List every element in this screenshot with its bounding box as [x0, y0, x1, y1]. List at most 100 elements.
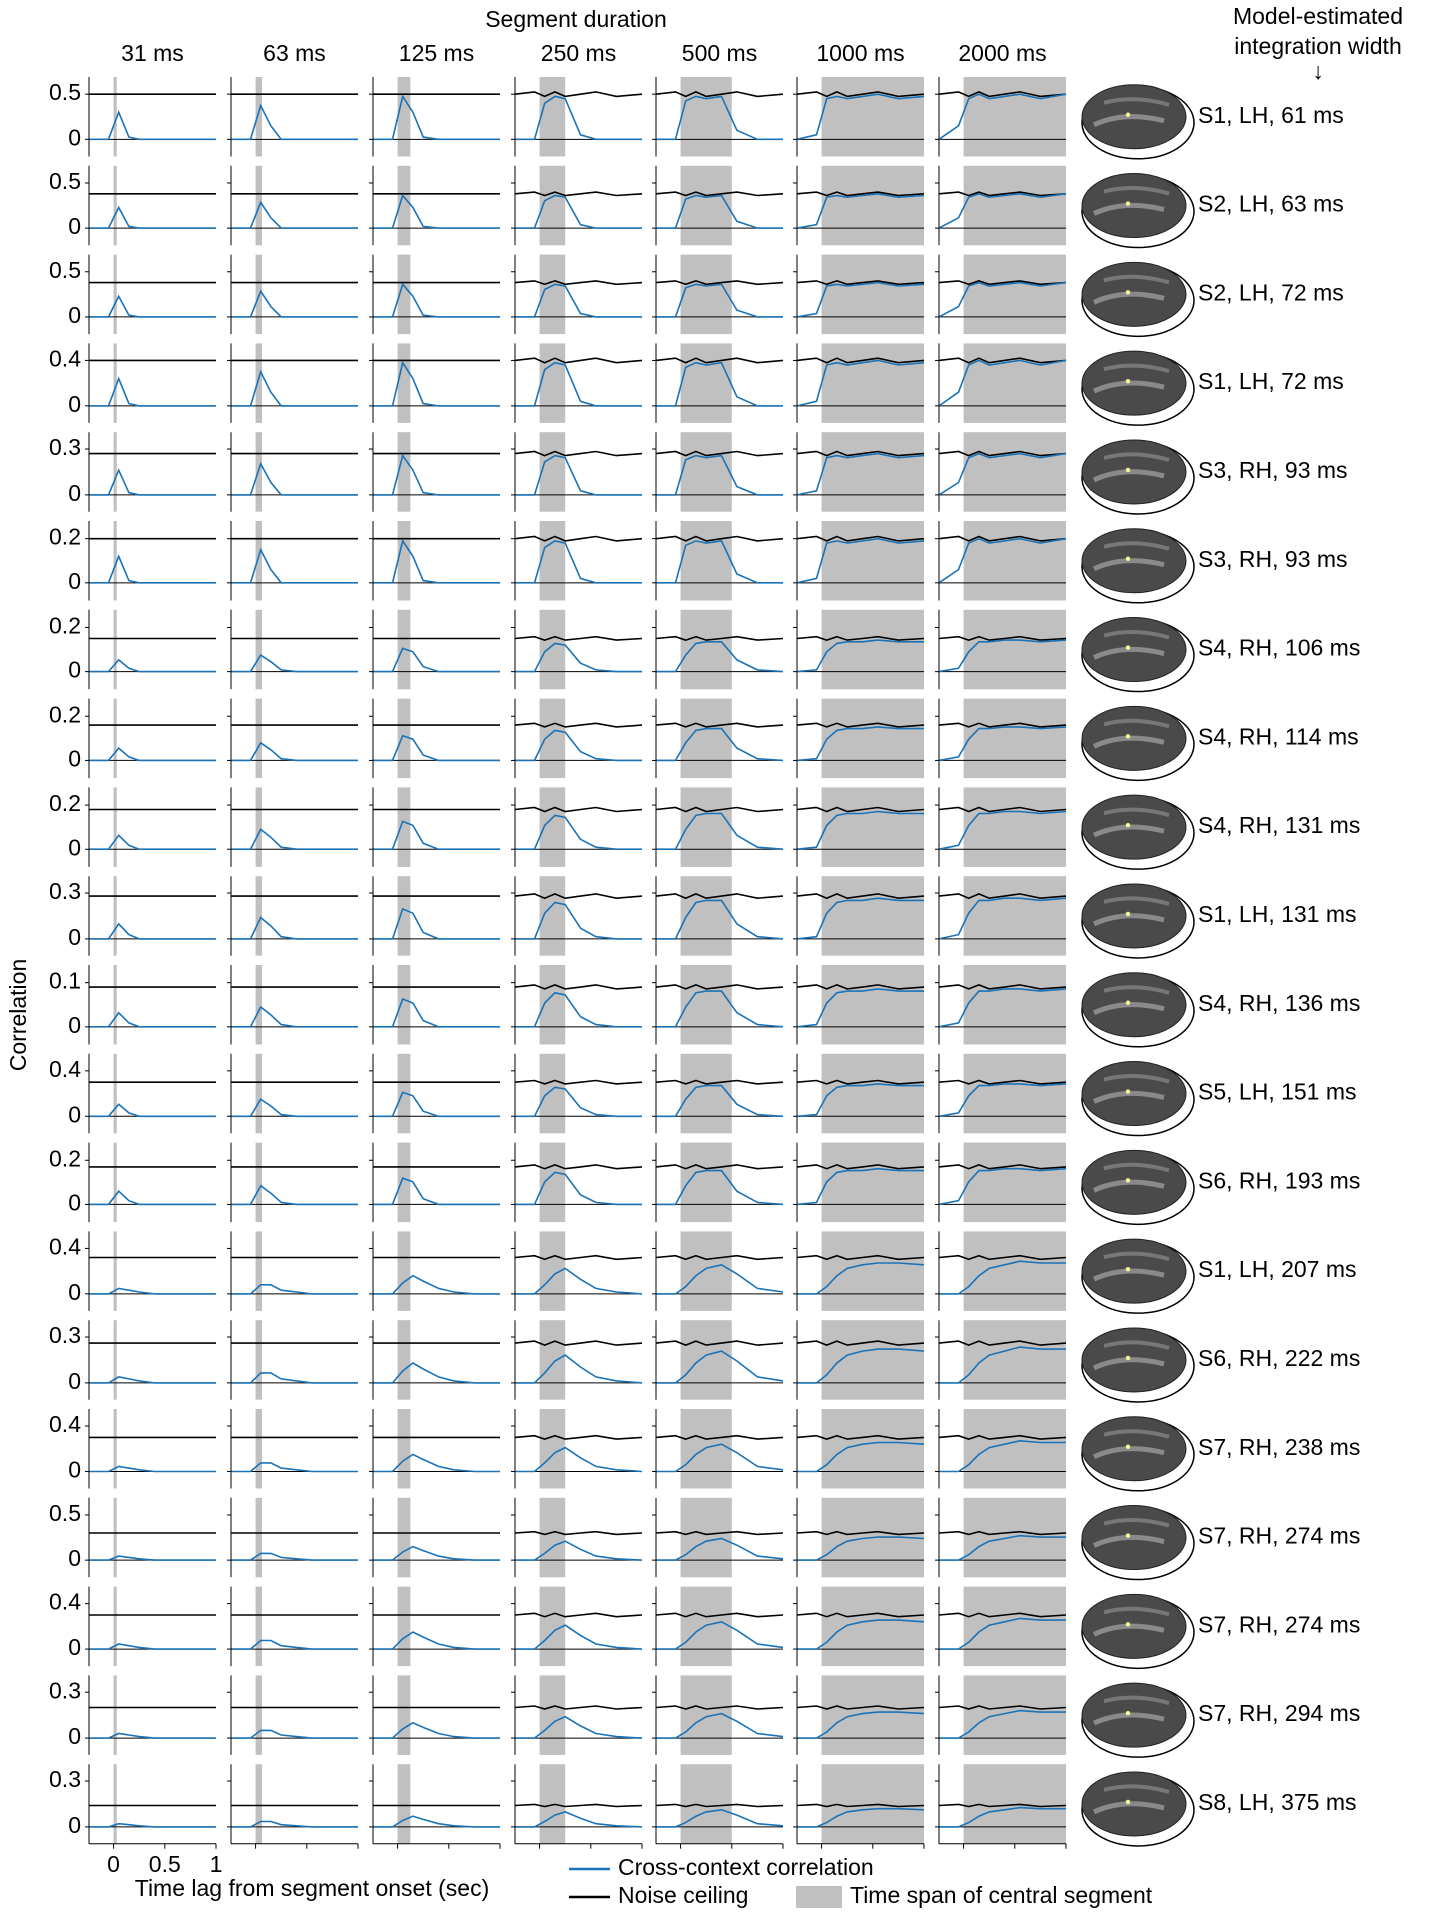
y-tick-label: 0.1 — [49, 968, 81, 994]
right-header-line: Model-estimated — [1233, 3, 1403, 29]
noise-ceiling-line — [514, 893, 643, 900]
cross-context-line — [656, 727, 784, 762]
cross-context-line — [656, 361, 783, 407]
figure-title: Segment duration — [485, 6, 667, 32]
segment-span — [680, 254, 732, 335]
noise-ceiling-line — [514, 1340, 643, 1346]
segment-span — [821, 698, 924, 779]
y-tick-label: 0 — [68, 1545, 81, 1571]
y-tick-label: 0.4 — [49, 1056, 81, 1082]
cross-context-line — [938, 810, 1067, 850]
noise-ceiling-line — [938, 984, 1067, 990]
segment-span — [397, 1409, 411, 1489]
brain-sulcus — [1092, 824, 1165, 838]
brain-sulcus — [1092, 469, 1165, 483]
column-title: 2000 ms — [958, 40, 1046, 66]
segment-span — [113, 1231, 117, 1311]
y-tick-label: 0.3 — [49, 1677, 81, 1703]
x-axis-label: Time lag from segment onset (sec) — [135, 1875, 490, 1901]
row-label: S6, RH, 222 ms — [1198, 1345, 1360, 1371]
noise-ceiling-line — [655, 280, 784, 286]
electrode — [1125, 290, 1131, 295]
brain-sulcus — [1103, 1606, 1170, 1617]
cross-context-line — [939, 1617, 1066, 1650]
electrode — [1125, 1266, 1131, 1272]
brain-sulcus — [1092, 1357, 1165, 1371]
noise-ceiling-line — [514, 535, 643, 542]
noise-ceiling-line — [938, 722, 1067, 728]
cross-context-line — [231, 200, 358, 229]
segment-span — [397, 1586, 411, 1667]
segment-span — [113, 1675, 117, 1755]
segment-span — [539, 1586, 566, 1667]
segment-span — [821, 1320, 924, 1400]
cross-context-line — [373, 1177, 500, 1206]
cross-context-line — [373, 360, 500, 407]
cross-context-line — [938, 452, 1067, 496]
electrode — [1125, 467, 1131, 473]
cross-context-line — [373, 647, 500, 673]
segment-span — [539, 77, 566, 157]
segment-span — [113, 876, 117, 956]
segment-span — [963, 432, 1066, 512]
brain-sulcus — [1103, 185, 1170, 196]
cross-context-line — [231, 103, 358, 141]
cross-context-line — [89, 554, 216, 584]
noise-ceiling-line — [655, 1164, 784, 1170]
segment-span — [680, 1231, 732, 1311]
segment-span — [255, 965, 263, 1045]
segment-span — [397, 343, 411, 423]
noise-ceiling-line — [655, 893, 784, 900]
cross-context-line — [796, 1167, 924, 1206]
noise-ceiling-line — [655, 1079, 784, 1085]
cross-context-line — [373, 997, 500, 1028]
y-tick-label: 0 — [68, 1279, 81, 1305]
noise-ceiling-line — [514, 1164, 643, 1170]
noise-ceiling-line — [938, 357, 1067, 364]
noise-ceiling-line — [514, 722, 643, 728]
y-tick-label: 0.4 — [49, 346, 81, 372]
brain-sulcus — [1103, 541, 1170, 551]
segment-span — [680, 698, 732, 779]
noise-ceiling-line — [514, 280, 643, 286]
brain-sulcus — [1103, 1073, 1170, 1084]
segment-span — [255, 1764, 263, 1844]
noise-ceiling-line — [655, 1612, 784, 1618]
electrode — [1125, 1178, 1131, 1183]
cross-context-line — [656, 1350, 784, 1384]
segment-span — [963, 787, 1066, 867]
cross-context-line — [231, 653, 358, 673]
noise-ceiling-line — [796, 191, 925, 197]
y-tick-label: 0 — [68, 746, 81, 772]
cross-context-line — [938, 726, 1067, 762]
cross-context-line — [231, 1005, 358, 1028]
cross-context-line — [656, 283, 783, 318]
cross-context-line — [515, 729, 642, 762]
segment-span — [821, 787, 924, 867]
segment-span — [821, 1053, 924, 1134]
segment-span — [255, 1142, 263, 1223]
segment-span — [255, 521, 263, 601]
segment-span — [113, 77, 117, 157]
segment-span — [255, 609, 263, 690]
segment-span — [113, 609, 117, 690]
cross-context-line — [656, 812, 784, 851]
segment-span — [963, 254, 1066, 335]
cross-context-line — [515, 194, 642, 229]
noise-ceiling-line — [938, 1079, 1067, 1085]
noise-ceiling-line — [514, 1612, 643, 1618]
electrode — [1125, 822, 1131, 828]
segment-span — [821, 521, 924, 601]
noise-ceiling-line — [514, 450, 643, 457]
brain-sulcus — [1092, 1179, 1165, 1193]
y-tick-label: 0 — [68, 924, 81, 950]
y-tick-label: 0.5 — [49, 1500, 81, 1526]
cross-context-line — [89, 1376, 216, 1384]
segment-span — [963, 1142, 1066, 1223]
segment-span — [821, 965, 924, 1045]
segment-span — [539, 343, 566, 423]
noise-ceiling-line — [514, 635, 643, 641]
brain-sulcus — [1103, 1784, 1170, 1794]
cross-context-line — [89, 1103, 216, 1118]
cross-context-line — [797, 1536, 925, 1561]
